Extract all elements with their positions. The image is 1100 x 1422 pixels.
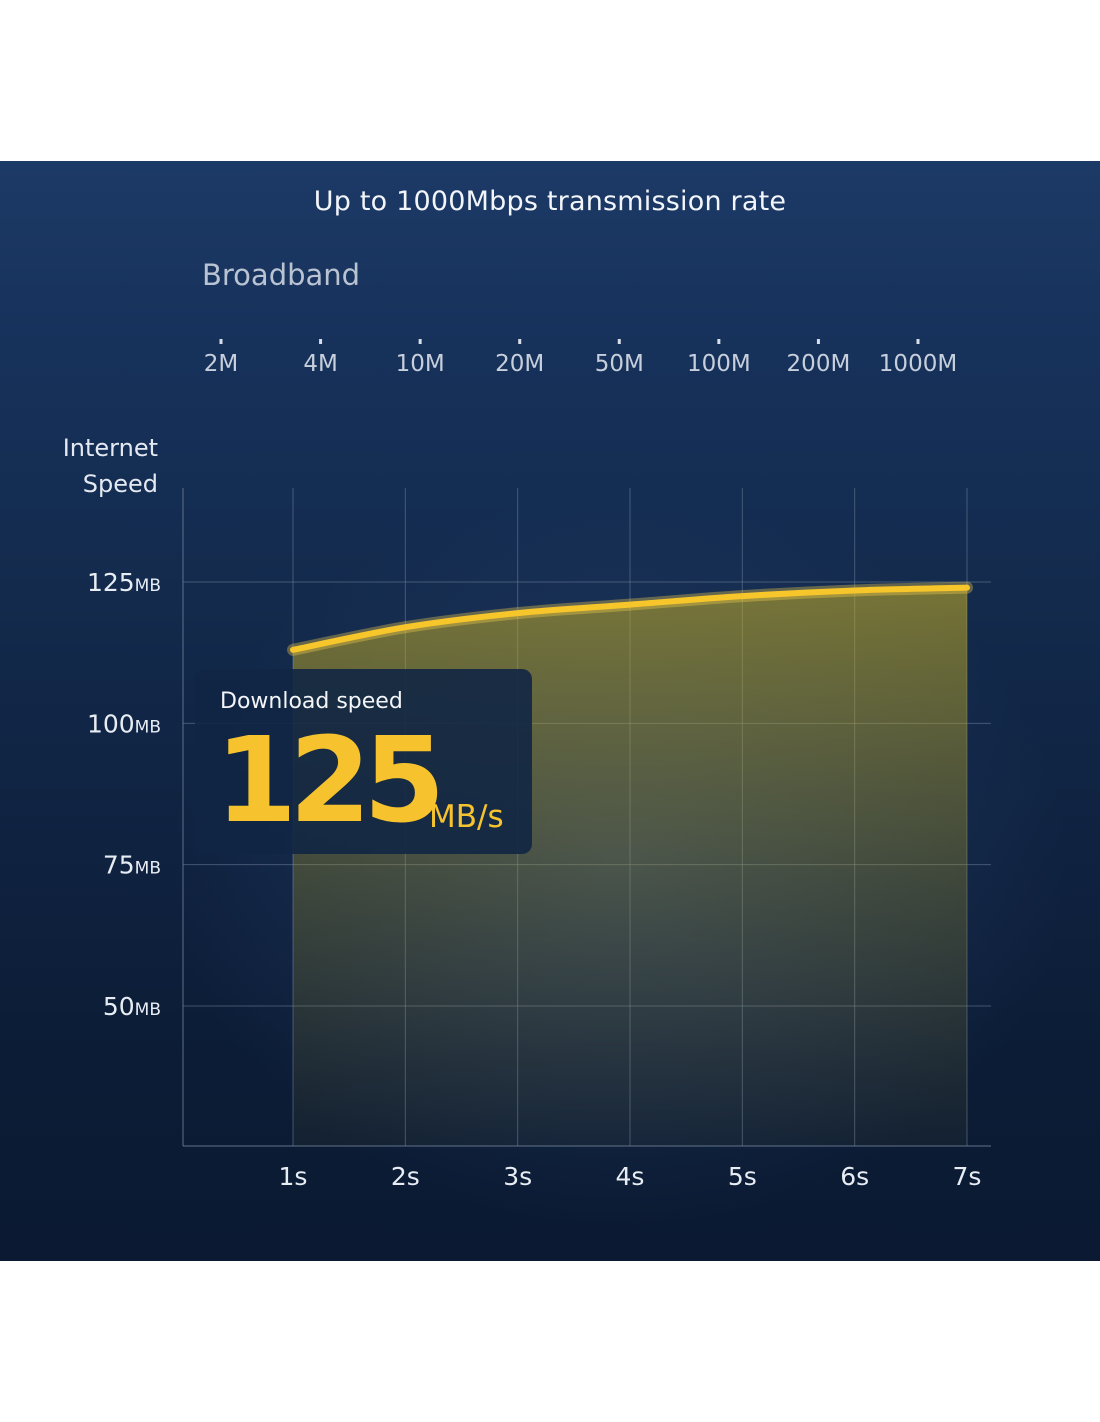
callout-value: 125 (215, 711, 445, 849)
broadband-label: Broadband (202, 258, 361, 292)
y-axis-title-line: Speed (82, 470, 158, 498)
callout-label: Download speed (220, 689, 403, 714)
data-point (852, 587, 858, 593)
data-point (627, 602, 633, 608)
broadband-tick-label: 50M (595, 351, 644, 377)
y-tick-label: 125MB (87, 568, 161, 597)
y-tick-label: 100MB (87, 709, 161, 738)
broadband-tick-label: 4M (303, 351, 337, 377)
x-tick-label: 2s (391, 1162, 420, 1191)
y-axis-title-line: Internet (62, 434, 158, 462)
x-tick-label: 1s (279, 1162, 308, 1191)
x-tick-label: 6s (840, 1162, 869, 1191)
data-point (739, 593, 745, 599)
y-tick-label: 75MB (103, 851, 161, 880)
callout-unit: MB/s (429, 799, 504, 835)
x-tick-label: 4s (616, 1162, 645, 1191)
broadband-tick-label: 100M (687, 351, 751, 377)
data-point (402, 624, 408, 630)
data-point (290, 647, 296, 653)
download-speed-callout: Download speed 125 MB/s (195, 669, 532, 854)
broadband-tick-label: 1000M (879, 351, 957, 377)
broadband-tick-label: 200M (787, 351, 851, 377)
page-title: Up to 1000Mbps transmission rate (313, 186, 787, 217)
broadband-tick-label: 20M (495, 351, 544, 377)
data-point (515, 610, 521, 616)
y-axis-title: Internet Speed (40, 430, 158, 502)
data-point (964, 585, 970, 591)
x-tick-label: 5s (728, 1162, 757, 1191)
broadband-tick-label: 2M (204, 351, 238, 377)
broadband-tick-label: 10M (396, 351, 445, 377)
x-tick-label: 3s (503, 1162, 532, 1191)
y-tick-label: 50MB (103, 992, 161, 1021)
x-tick-label: 7s (953, 1162, 982, 1191)
